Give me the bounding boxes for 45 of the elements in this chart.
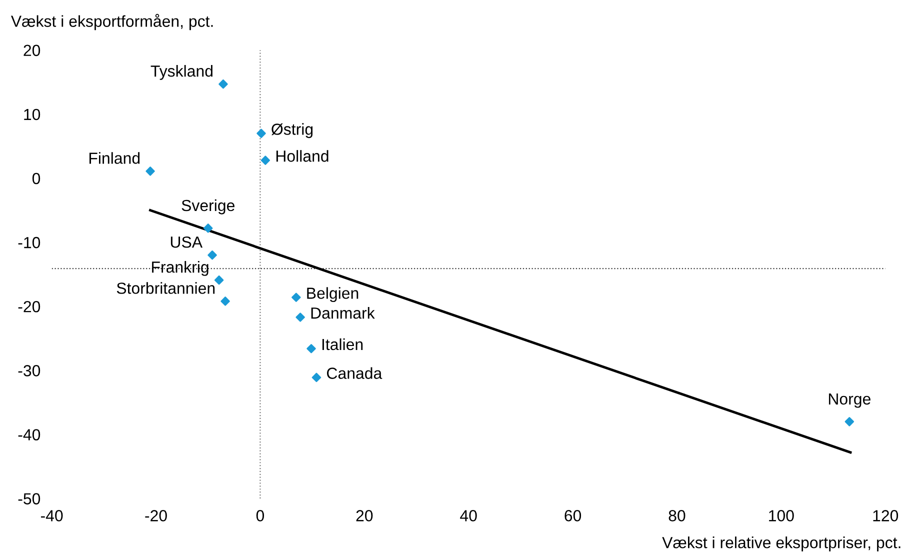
point [312,372,322,382]
point [214,275,224,285]
x-axis-title: Vækst i relative eksportpriser, pct. [662,536,900,552]
x-tick-label: 100 [769,510,794,522]
annotation: Holland [276,150,328,162]
y-tick-label: -30 [18,365,40,376]
point [256,128,266,138]
x-tick-label: 20 [356,510,373,522]
annotation: Belgien [307,287,358,302]
x-tick-label: -40 [40,510,63,522]
y-tick-label: -20 [18,300,40,312]
point [220,296,230,306]
annotation: Storbritannien [116,282,215,294]
point [292,292,301,302]
y-tick-label: -50 [18,493,40,504]
y-tick-label: -10 [18,236,40,248]
point [218,79,228,89]
annotation: Canada [327,367,382,379]
x-tick-label: 40 [460,510,477,522]
y-tick-label: 0 [32,172,40,184]
y-tick-label: 10 [24,108,40,120]
point [296,312,305,322]
y-tick-label: -40 [18,429,40,440]
annotation: Norge [828,393,870,408]
y-tick-label: 20 [24,44,40,56]
x-tick-label: 120 [873,510,898,522]
annotation: Danmark [311,307,375,319]
point [203,224,213,233]
annotation: Italien [322,338,363,350]
annotation: Østrig [272,123,313,138]
point [844,417,854,426]
y-axis-title: Vækst i eksportformåen, pct. [10,14,213,30]
x-tick-label: -20 [145,510,167,522]
annotation: Tyskland [150,65,212,80]
x-tick-label: 0 [256,510,264,522]
point [260,156,270,165]
point [306,344,316,354]
point [208,250,217,260]
x-tick-label: 60 [564,510,582,522]
point [146,166,155,176]
annotation: USA [170,236,203,248]
annotation: Frankrig [152,261,208,276]
annotation: Sverige [182,199,234,214]
x-tick-label: 80 [668,510,686,522]
annotation: Finland [89,152,140,164]
